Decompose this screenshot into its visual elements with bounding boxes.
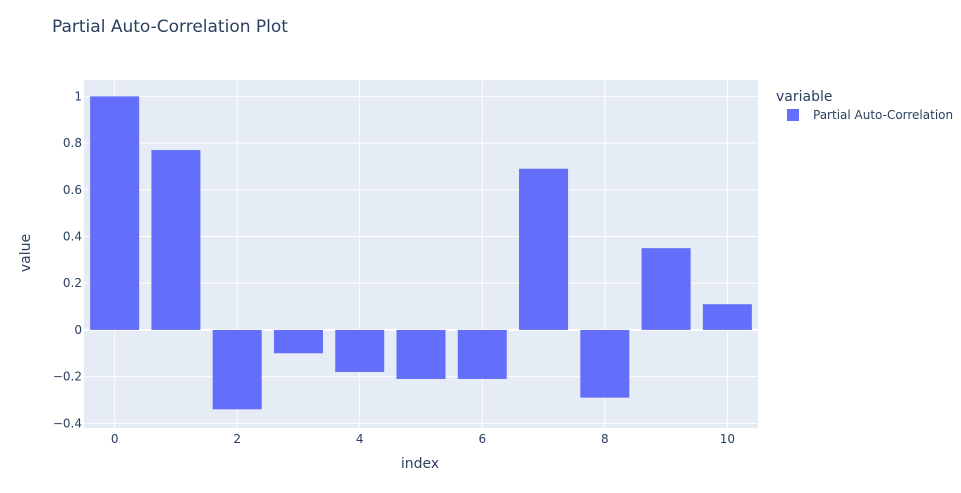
- bar[interactable]: [580, 329, 630, 398]
- bar[interactable]: [396, 329, 446, 379]
- bar[interactable]: [273, 329, 323, 354]
- y-tick-label: 0.2: [63, 276, 82, 290]
- x-tick-labels: 0 2 4 6 8 10: [111, 432, 735, 446]
- bar[interactable]: [90, 96, 140, 330]
- x-axis-title: index: [401, 456, 439, 472]
- x-tick-label: 0: [111, 432, 119, 446]
- bar[interactable]: [519, 168, 569, 330]
- chart-title: Partial Auto-Correlation Plot: [52, 17, 288, 37]
- y-tick-label: 0.8: [63, 136, 82, 150]
- legend-swatch: [787, 109, 799, 121]
- bar[interactable]: [151, 150, 201, 330]
- legend-label: Partial Auto-Correlation: [813, 108, 953, 122]
- x-tick-label: 10: [720, 432, 735, 446]
- y-tick-labels: −0.4 −0.2 0 0.2 0.4 0.6 0.8 1: [53, 89, 82, 430]
- y-tick-label: −0.2: [53, 370, 82, 384]
- x-tick-label: 8: [601, 432, 609, 446]
- y-tick-label: −0.4: [53, 416, 82, 430]
- x-tick-label: 4: [356, 432, 364, 446]
- y-tick-label: 0: [74, 323, 82, 337]
- x-tick-label: 2: [233, 432, 241, 446]
- bar[interactable]: [335, 329, 385, 372]
- legend: variable Partial Auto-Correlation: [776, 89, 953, 122]
- legend-title: variable: [776, 89, 832, 105]
- y-tick-label: 0.4: [63, 229, 82, 243]
- x-tick-label: 6: [478, 432, 486, 446]
- bar[interactable]: [641, 248, 691, 330]
- bar[interactable]: [457, 329, 507, 379]
- legend-item[interactable]: Partial Auto-Correlation: [787, 108, 953, 122]
- y-tick-label: 0.6: [63, 183, 82, 197]
- y-axis-title: value: [18, 234, 34, 272]
- bar[interactable]: [702, 304, 752, 330]
- bar-series: [90, 96, 752, 410]
- bar[interactable]: [212, 329, 262, 410]
- y-tick-label: 1: [74, 89, 82, 103]
